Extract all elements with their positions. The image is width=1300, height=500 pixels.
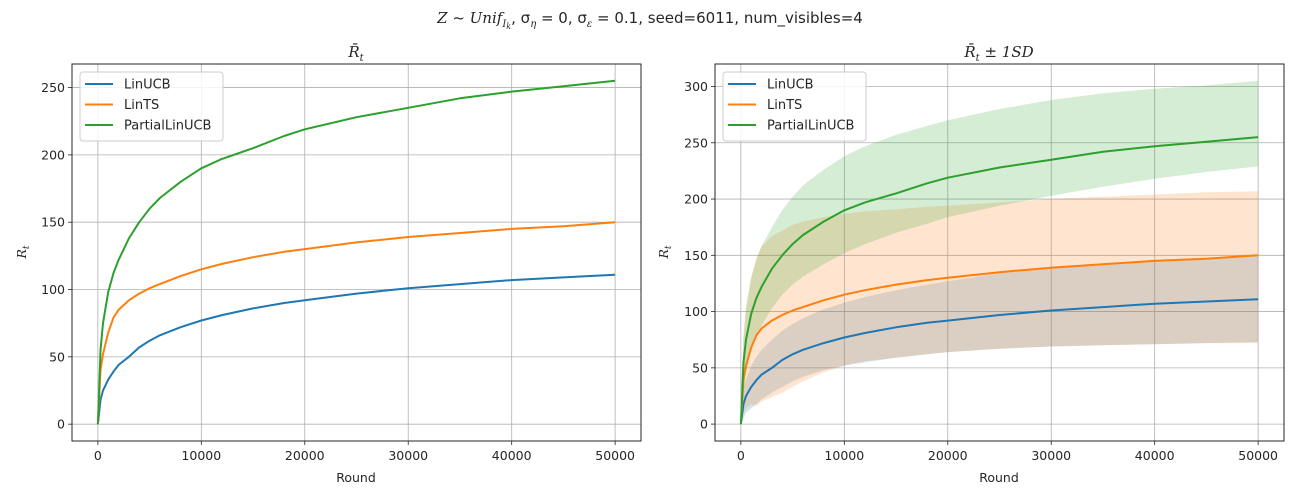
left-x-tick-label: 0	[94, 448, 102, 463]
right-subplot: R̄t ± 1SD 0 10000 20000 30000 40000 50000 0 50…	[656, 43, 1285, 485]
left-y-tick-label: 200	[41, 147, 65, 162]
right-x-tick-label: 30000	[1031, 448, 1071, 463]
right-band-partiallinucb	[740, 80, 1259, 425]
right-sd-bands	[740, 80, 1259, 425]
right-line-linucb	[739, 298, 1259, 425]
right-band-lints	[740, 191, 1259, 425]
right-axes-frame	[714, 63, 1285, 442]
right-legend-label-linucb: LinUCB	[767, 78, 814, 93]
left-legend-label-linucb: LinUCB	[124, 78, 171, 93]
right-x-tick-label: 50000	[1238, 448, 1278, 463]
right-legend-label-partiallinucb: PartialLinUCB	[767, 119, 854, 134]
left-y-tick-label: 100	[41, 282, 65, 297]
right-x-tick-label: 10000	[824, 448, 864, 463]
right-legend-label-lints: LinTS	[767, 98, 802, 113]
right-band-linucb	[740, 255, 1259, 425]
right-legend: LinUCB LinTS PartialLinUCB	[722, 71, 867, 142]
right-y-tick-label: 300	[684, 79, 708, 94]
right-y-tick-label: 250	[684, 135, 708, 150]
right-x-tick-label: 0	[737, 448, 745, 463]
left-x-axis-label: Round	[336, 470, 376, 485]
right-subplot-title: R̄t ± 1SD	[963, 43, 1033, 64]
left-x-tick-label: 20000	[285, 448, 325, 463]
left-line-partiallinucb	[96, 79, 616, 425]
right-y-tick-label: 0	[700, 417, 708, 432]
left-line-lints	[96, 221, 616, 425]
right-x-tick-label: 20000	[928, 448, 968, 463]
right-line-lints	[739, 254, 1259, 425]
left-subplot: R̄t 0 10000 20000 30000 40000 50000 0 50 100 150…	[14, 43, 642, 485]
right-gridlines	[715, 64, 1284, 441]
left-y-ticks: 0 50 100 150 200 250	[41, 80, 72, 432]
left-legend-label-lints: LinTS	[124, 98, 159, 113]
left-y-tick-label: 0	[57, 417, 65, 432]
left-y-tick-label: 250	[41, 80, 65, 95]
left-axes-frame	[71, 63, 642, 442]
right-y-axis-label: Rt	[656, 245, 674, 259]
left-y-tick-label: 150	[41, 215, 65, 230]
left-x-tick-label: 40000	[492, 448, 532, 463]
left-y-tick-label: 50	[49, 349, 65, 364]
right-y-tick-label: 200	[684, 192, 708, 207]
right-line-partiallinucb	[739, 136, 1259, 425]
left-x-tick-label: 30000	[388, 448, 428, 463]
right-y-tick-label: 50	[692, 360, 708, 375]
left-x-ticks: 0 10000 20000 30000 40000 50000	[94, 441, 635, 463]
right-x-ticks: 0 10000 20000 30000 40000 50000	[737, 441, 1278, 463]
right-y-ticks: 0 50 100 150 200 250 300	[684, 79, 715, 432]
left-subplot-title: R̄t	[347, 43, 364, 64]
right-y-tick-label: 100	[684, 304, 708, 319]
left-y-axis-label: Rt	[14, 245, 32, 259]
left-line-linucb	[96, 273, 616, 425]
left-legend: LinUCB LinTS PartialLinUCB	[79, 71, 224, 142]
left-x-tick-label: 10000	[181, 448, 221, 463]
right-x-tick-label: 40000	[1135, 448, 1175, 463]
right-y-tick-label: 150	[684, 248, 708, 263]
figure-suptitle: Z ~ UnifIk, ση = 0, σε = 0.1, seed=6011,…	[436, 9, 863, 31]
left-legend-label-partiallinucb: PartialLinUCB	[124, 119, 211, 134]
right-series-lines	[739, 136, 1259, 425]
left-x-tick-label: 50000	[595, 448, 635, 463]
left-series-lines	[96, 79, 616, 425]
left-legend-box	[79, 71, 224, 142]
right-legend-box	[722, 71, 867, 142]
right-x-axis-label: Round	[979, 470, 1019, 485]
